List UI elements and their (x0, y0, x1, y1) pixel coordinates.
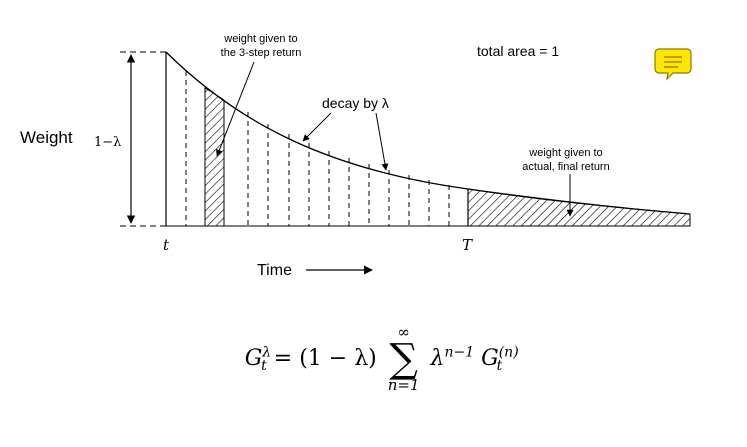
formula-sum-lower: n=1 (387, 376, 420, 394)
formula-summation: ∞ ∑ n=1 (388, 325, 420, 393)
final-return-weight-area (467, 188, 691, 227)
speech-bubble-note-icon[interactable] (654, 48, 692, 81)
time-step-strips (185, 71, 450, 226)
total-area-label: total area = 1 (477, 43, 559, 59)
formula-lambda-exponent: n−1 (444, 344, 475, 361)
formula-lhs-sub: t (261, 358, 267, 375)
formula-g-sup: (n) (498, 344, 519, 361)
lambda-return-weighting-diagram: Weight 1−λ weight given to the 3-step re… (20, 33, 692, 279)
formula-lambda: λ (430, 346, 445, 371)
decay-label: decay by λ (322, 95, 389, 111)
formula-equals: = (273, 346, 293, 371)
T-tick-label: T (462, 236, 473, 254)
formula-factor: (1 − λ) (299, 346, 377, 371)
final-return-annotation-line1: weight given to (528, 147, 602, 159)
final-return-annotation-line2: actual, final return (522, 161, 609, 173)
formula-g-sub: t (496, 358, 503, 375)
weight-label: Weight (20, 128, 73, 147)
time-axis-label: Time (257, 262, 292, 279)
formula-sum-upper: ∞ (397, 323, 410, 341)
decay-pointer-arrow-right (375, 112, 389, 171)
three-step-weight-area (204, 87, 225, 227)
formula-lhs-base: G (244, 346, 263, 371)
one-minus-lambda-label: 1−λ (94, 135, 121, 150)
three-step-pointer-arrow (216, 61, 255, 157)
three-step-annotation-line1: weight given to (223, 33, 297, 45)
decay-curve (165, 51, 691, 215)
t-tick-label: t (163, 236, 170, 254)
lambda-return-formula: Gλt = (1 − λ) ∞ ∑ n=1 λn−1 G(n)t (0, 325, 747, 393)
three-step-annotation-line2: the 3-step return (221, 47, 302, 59)
decay-pointer-arrow-left (302, 112, 332, 142)
formula-sigma: ∑ (389, 336, 418, 382)
formula-g-base: G (481, 346, 499, 371)
